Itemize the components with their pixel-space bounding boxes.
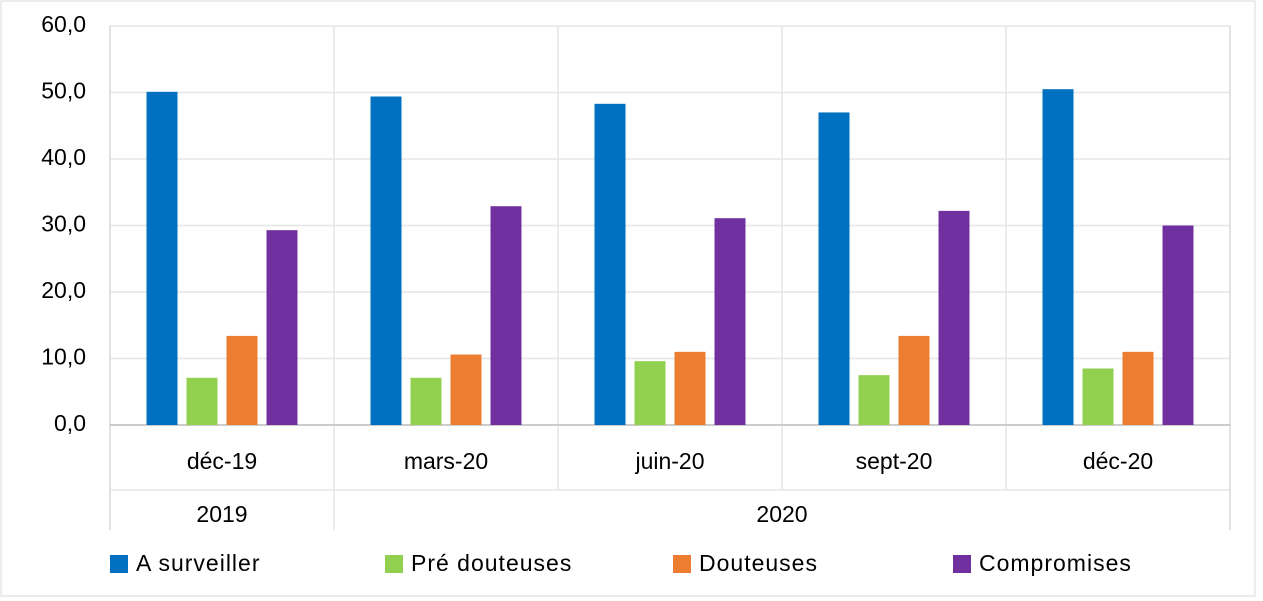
bar [714, 218, 746, 425]
legend-label: Compromises [979, 550, 1132, 576]
legend-swatch [385, 555, 403, 573]
bar [1082, 368, 1114, 425]
y-tick-label: 0,0 [54, 410, 86, 436]
bar [1122, 351, 1154, 425]
bar [450, 354, 482, 425]
group-label: 2020 [756, 501, 807, 527]
bar [674, 351, 706, 425]
bar [146, 91, 178, 426]
bar [226, 335, 258, 425]
bar [938, 210, 970, 425]
bar [594, 103, 626, 426]
legend-swatch [110, 555, 128, 573]
y-tick-label: 40,0 [41, 144, 86, 170]
y-tick-label: 30,0 [41, 211, 86, 237]
x-tick-label: sept-20 [856, 448, 933, 474]
bar [898, 335, 930, 425]
legend-label: Pré douteuses [411, 550, 572, 576]
legend-label: Douteuses [699, 550, 818, 576]
x-tick-label: déc-19 [187, 448, 257, 474]
bar [410, 377, 442, 425]
legend-label: A surveiller [136, 550, 260, 576]
y-tick-label: 10,0 [41, 344, 86, 370]
group-label: 2019 [196, 501, 247, 527]
bar [1042, 89, 1074, 426]
legend-swatch [673, 555, 691, 573]
legend-swatch [953, 555, 971, 573]
x-tick-label: juin-20 [634, 448, 704, 474]
bar [634, 361, 666, 425]
bar [266, 230, 298, 425]
bar [818, 112, 850, 425]
y-tick-label: 20,0 [41, 277, 86, 303]
y-tick-label: 60,0 [41, 11, 86, 37]
bar [490, 206, 522, 425]
x-tick-label: déc-20 [1083, 448, 1153, 474]
bar [370, 96, 402, 426]
y-tick-label: 50,0 [41, 78, 86, 104]
bar [186, 377, 218, 425]
x-tick-label: mars-20 [404, 448, 488, 474]
bar [1162, 225, 1194, 425]
bar [858, 375, 890, 425]
